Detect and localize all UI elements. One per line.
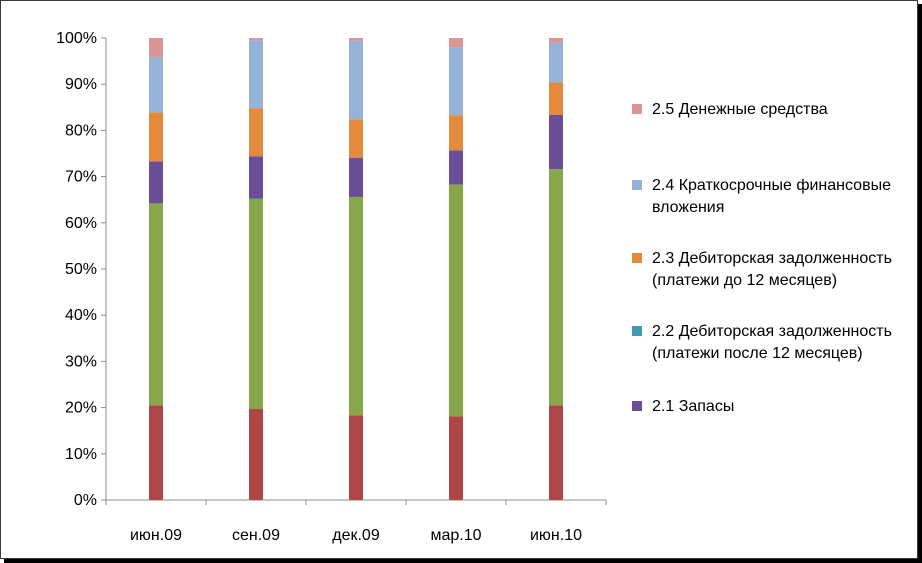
- bar-segment: [549, 42, 563, 83]
- x-tick-label: дек.09: [332, 527, 380, 544]
- bar-segment: [349, 415, 363, 500]
- y-tick-labels: 0% 10% 20% 30% 40% 50% 60% 70% 80% 90% 100%: [56, 30, 97, 509]
- bar-segment: [449, 38, 463, 48]
- y-tick-label: 100%: [56, 30, 97, 47]
- bar-segment: [549, 405, 563, 500]
- bar-segment: [249, 38, 263, 41]
- x-tick-label: июн.09: [130, 527, 182, 544]
- bar-segment: [149, 38, 163, 57]
- bar-segment: [149, 56, 163, 113]
- bar-segment: [449, 115, 463, 151]
- bar-segment: [149, 112, 163, 162]
- bar-segment: [549, 114, 563, 170]
- y-tick-label: 50%: [65, 261, 97, 278]
- legend-label-cash: 2.5 Денежные средства: [652, 101, 828, 118]
- legend: 2.5 Денежные средства 2.4 Краткосрочные …: [632, 0, 917, 560]
- y-tick-label: 40%: [65, 307, 97, 324]
- legend-label-inventory: 2.1 Запасы: [652, 398, 735, 415]
- y-tick-label: 90%: [65, 76, 97, 93]
- y-tick-label: 70%: [65, 169, 97, 186]
- bar-segment: [449, 184, 463, 417]
- bar-segment: [349, 119, 363, 158]
- y-tick-label: 30%: [65, 353, 97, 370]
- bar-segment: [149, 161, 163, 204]
- bar-segment: [349, 40, 363, 120]
- legend-swatch-receivables-long: [632, 326, 642, 336]
- bar-segment: [249, 198, 263, 409]
- bar-segment: [149, 405, 163, 500]
- bars: [149, 38, 563, 500]
- bar-segment: [249, 408, 263, 500]
- bar-segment: [549, 82, 563, 115]
- legend-swatch-inventory: [632, 401, 642, 411]
- legend-swatch-short-term-investments: [632, 180, 642, 190]
- bar-segment: [249, 40, 263, 109]
- bar-segment: [449, 416, 463, 500]
- bar-segment: [349, 157, 363, 197]
- x-tick-label: сен.09: [232, 527, 280, 544]
- bar-segment: [149, 203, 163, 406]
- bar-segment: [249, 108, 263, 157]
- bar-segment: [349, 196, 363, 416]
- x-tick-labels: июн.09 сен.09 дек.09 мар.10 июн.10: [130, 527, 582, 544]
- y-tick-label: 0%: [74, 492, 97, 509]
- y-tick-label: 80%: [65, 122, 97, 139]
- x-tick-label: мар.10: [430, 527, 481, 544]
- y-tick-label: 60%: [65, 215, 97, 232]
- bar-segment: [249, 156, 263, 199]
- bar-segment: [549, 38, 563, 43]
- bar-segment: [549, 169, 563, 406]
- legend-label-short-term-investments: 2.4 Краткосрочные финансовые вложения: [652, 177, 891, 216]
- y-tick-label: 20%: [65, 400, 97, 417]
- bar-segment: [449, 47, 463, 116]
- legend-swatch-cash: [632, 104, 642, 114]
- legend-label-receivables-short: 2.3 Дебиторская задолженность (платежи д…: [652, 250, 892, 289]
- y-tick-label: 10%: [65, 446, 97, 463]
- bar-segment: [349, 38, 363, 41]
- legend-swatch-receivables-short: [632, 253, 642, 263]
- x-tick-label: июн.10: [530, 527, 582, 544]
- legend-label-receivables-long: 2.2 Дебиторская задолженность (платежи п…: [652, 323, 892, 362]
- bar-segment: [449, 150, 463, 185]
